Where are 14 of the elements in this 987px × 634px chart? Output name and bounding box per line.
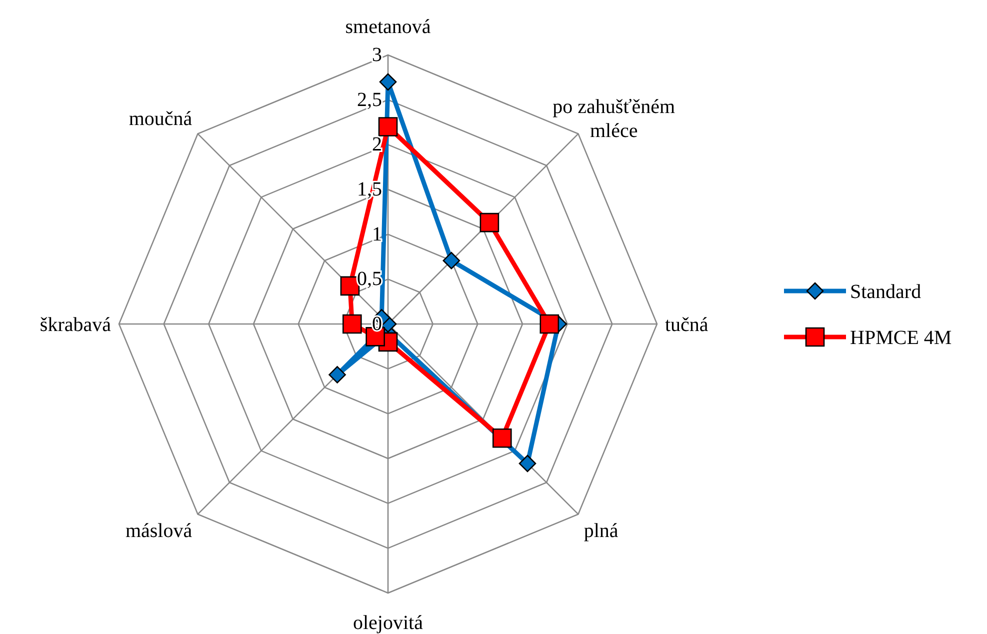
legend-label: Standard [850, 281, 922, 303]
spoke-label: olejovitá [353, 612, 424, 634]
legend-label: HPMCE 4M [850, 327, 952, 349]
spoke-label: moučná [128, 108, 192, 130]
spoke-label: tučná [665, 314, 708, 336]
y-tick-label: 3 [372, 44, 382, 66]
y-tick-label: 2 [372, 134, 382, 156]
spoke-label: plná [584, 520, 618, 542]
spoke-label: škrabavá [40, 314, 112, 336]
y-tick-label: 2,5 [357, 88, 382, 111]
spoke-label: po zahušťěném mléce [552, 96, 676, 142]
y-tick-label: 1 [372, 223, 382, 246]
spoke-label: máslová [125, 520, 192, 542]
spoke-label: smetanová [345, 16, 431, 38]
